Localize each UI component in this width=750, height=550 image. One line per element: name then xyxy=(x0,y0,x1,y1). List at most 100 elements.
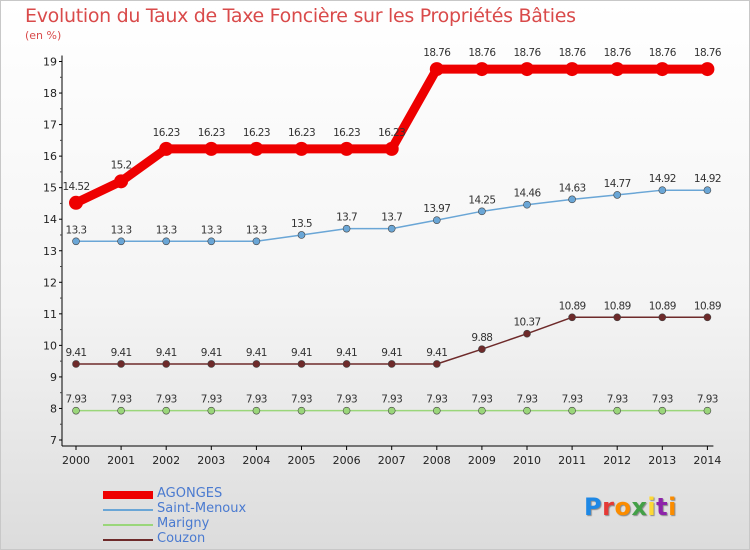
data-point-agonges xyxy=(114,174,129,189)
data-point-agonges xyxy=(69,195,83,210)
x-tick-label: 2012 xyxy=(603,454,631,467)
data-point-saint-menoux xyxy=(387,224,396,233)
x-tick-label: 2007 xyxy=(378,454,406,467)
data-point-saint-menoux xyxy=(297,231,306,239)
legend-swatch-saint-menoux xyxy=(103,509,153,511)
data-label-couzon: 9.88 xyxy=(471,332,492,344)
proxiti-logo: Proxiti xyxy=(584,493,677,521)
data-label-agonges: 16.23 xyxy=(198,127,225,139)
data-point-couzon xyxy=(568,313,576,322)
y-axis-unit: (en %) xyxy=(25,29,62,42)
data-label-marigny: 7.93 xyxy=(562,394,583,406)
logo-letter: i xyxy=(647,493,657,521)
data-point-couzon xyxy=(613,313,622,322)
data-label-marigny: 7.93 xyxy=(66,394,87,406)
x-tick-label: 2008 xyxy=(423,454,451,467)
data-label-saint-menoux: 13.3 xyxy=(66,224,87,236)
data-label-marigny: 7.93 xyxy=(607,394,628,406)
x-tick-label: 2002 xyxy=(152,454,180,467)
data-point-marigny xyxy=(478,406,486,415)
data-label-agonges: 14.52 xyxy=(62,181,89,193)
x-tick-label: 2011 xyxy=(558,454,586,467)
legend-label-agonges: AGONGES xyxy=(157,486,223,501)
data-point-couzon xyxy=(162,360,170,368)
logo-letter: r xyxy=(602,493,615,521)
data-point-agonges xyxy=(159,141,174,156)
data-label-couzon: 10.37 xyxy=(513,317,540,329)
logo-letter: o xyxy=(614,493,632,521)
data-label-couzon: 10.89 xyxy=(694,300,721,312)
y-tick-label: 10 xyxy=(43,339,57,352)
data-point-couzon xyxy=(297,360,306,368)
logo-letter: i xyxy=(668,493,677,521)
y-tick-label: 12 xyxy=(43,276,57,289)
y-tick-label: 16 xyxy=(43,150,57,163)
data-point-marigny xyxy=(658,406,667,415)
data-label-couzon: 9.41 xyxy=(246,347,267,359)
data-label-marigny: 7.93 xyxy=(697,394,718,406)
x-tick-label: 2013 xyxy=(648,454,676,467)
data-label-couzon: 10.89 xyxy=(649,300,676,312)
data-point-couzon xyxy=(387,360,396,368)
data-label-marigny: 7.93 xyxy=(201,394,222,406)
data-point-marigny xyxy=(252,406,261,415)
data-point-agonges xyxy=(474,62,489,77)
y-tick-label: 17 xyxy=(43,119,57,132)
data-point-couzon xyxy=(658,313,667,322)
x-tick-label: 2009 xyxy=(468,454,496,467)
data-point-couzon xyxy=(72,360,80,368)
data-label-saint-menoux: 13.3 xyxy=(201,224,222,236)
data-point-couzon xyxy=(523,329,531,338)
data-label-agonges: 16.23 xyxy=(333,127,360,139)
data-label-marigny: 7.93 xyxy=(291,394,312,406)
y-tick-label: 13 xyxy=(43,245,57,258)
x-tick-label: 2006 xyxy=(333,454,361,467)
data-label-couzon: 9.41 xyxy=(336,347,357,359)
legend-swatch-agonges xyxy=(103,491,153,499)
data-label-saint-menoux: 13.5 xyxy=(291,218,312,230)
data-label-couzon: 9.41 xyxy=(156,347,177,359)
data-label-saint-menoux: 13.97 xyxy=(423,203,450,215)
logo-letter: x xyxy=(631,493,648,521)
x-tick-label: 2000 xyxy=(62,454,90,467)
data-label-saint-menoux: 13.7 xyxy=(381,212,402,224)
data-label-saint-menoux: 14.77 xyxy=(604,178,631,190)
legend-label-marigny: Marigny xyxy=(157,516,210,531)
data-point-marigny xyxy=(162,406,170,415)
data-point-agonges xyxy=(384,141,399,156)
data-label-agonges: 18.76 xyxy=(513,47,541,59)
y-tick-label: 9 xyxy=(50,371,57,384)
data-point-saint-menoux xyxy=(658,186,667,194)
data-label-couzon: 9.41 xyxy=(66,347,87,359)
data-label-marigny: 7.93 xyxy=(426,394,447,406)
data-point-saint-menoux xyxy=(72,237,80,246)
data-label-saint-menoux: 13.7 xyxy=(336,212,357,224)
data-point-couzon xyxy=(478,345,486,353)
data-point-marigny xyxy=(207,406,216,415)
data-label-marigny: 7.93 xyxy=(471,394,492,406)
data-label-marigny: 7.93 xyxy=(156,394,177,406)
data-label-couzon: 9.41 xyxy=(381,347,402,359)
data-label-agonges: 18.76 xyxy=(559,47,587,59)
logo-letter: t xyxy=(656,493,669,521)
data-point-agonges xyxy=(204,141,219,156)
data-point-marigny xyxy=(342,406,351,415)
data-label-couzon: 9.41 xyxy=(201,347,222,359)
data-point-marigny xyxy=(568,406,576,415)
data-label-saint-menoux: 14.92 xyxy=(649,173,676,185)
data-point-agonges xyxy=(610,62,625,77)
data-label-marigny: 7.93 xyxy=(381,394,402,406)
chart-title: Evolution du Taux de Taxe Foncière sur l… xyxy=(25,5,576,27)
y-tick-label: 19 xyxy=(43,56,57,69)
data-point-couzon xyxy=(432,360,441,368)
data-point-saint-menoux xyxy=(117,237,125,246)
data-label-couzon: 9.41 xyxy=(111,347,132,359)
data-label-couzon: 10.89 xyxy=(559,300,586,312)
data-label-agonges: 18.76 xyxy=(649,47,677,59)
legend-swatch-marigny xyxy=(103,524,153,526)
data-point-agonges xyxy=(429,62,444,77)
data-point-marigny xyxy=(703,406,712,415)
data-label-saint-menoux: 14.92 xyxy=(694,173,721,185)
data-label-agonges: 16.23 xyxy=(153,127,180,139)
